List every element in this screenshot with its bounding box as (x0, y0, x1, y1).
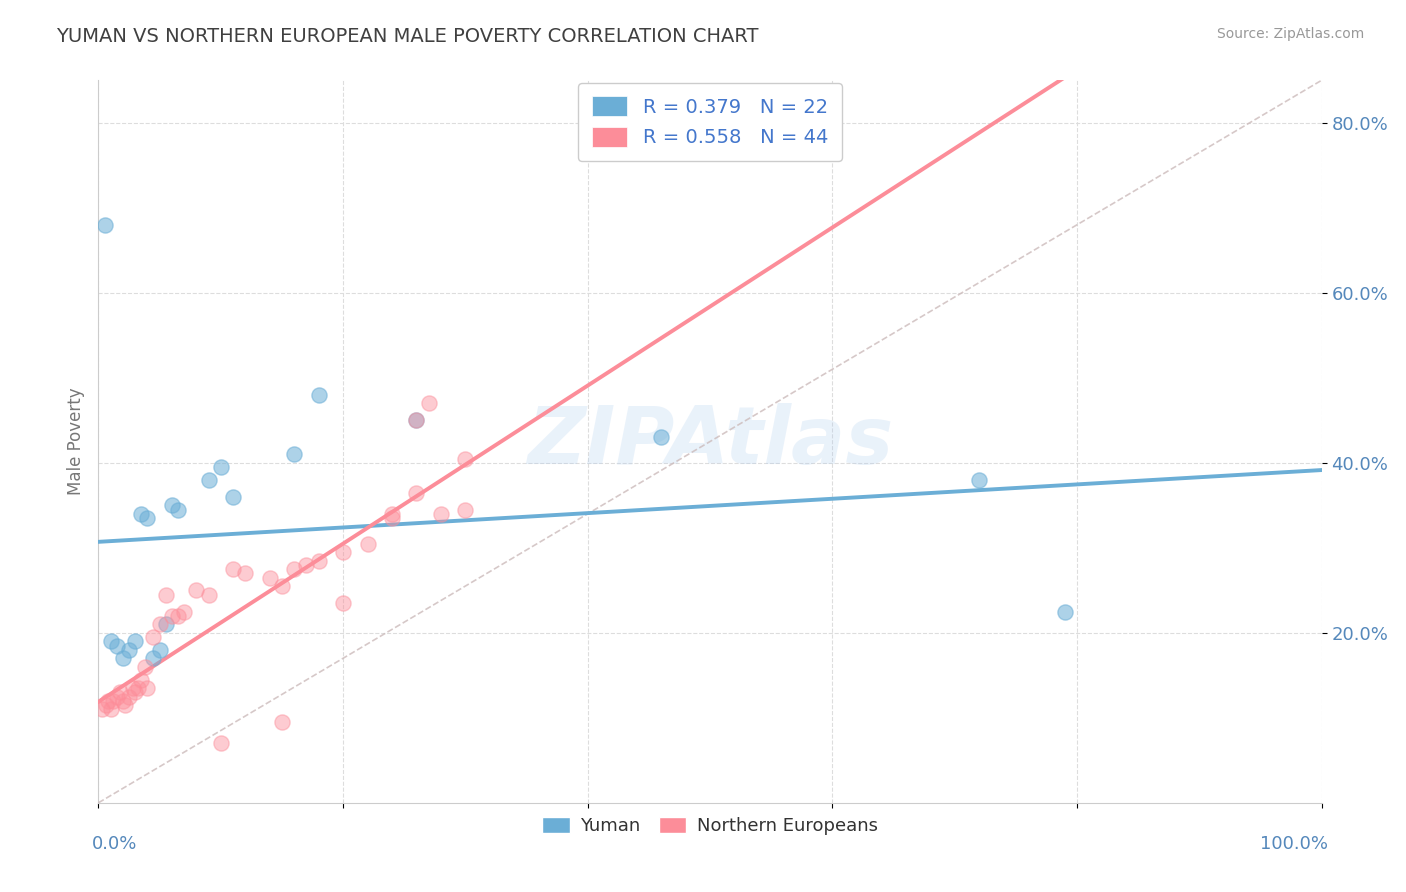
Point (111, 694, 134, 708)
Point (405, 485, 427, 500)
Point (197, 588, 219, 602)
Point (155, 588, 177, 602)
Point (110, 685, 132, 699)
Point (124, 685, 146, 699)
Point (136, 511, 159, 525)
Point (418, 396, 440, 410)
Point (94, 698, 117, 712)
Point (101, 694, 124, 708)
Point (142, 651, 165, 665)
Point (149, 617, 172, 632)
Point (111, 651, 134, 665)
Point (233, 566, 256, 581)
Text: 0.0%: 0.0% (93, 835, 138, 854)
Point (167, 608, 190, 623)
Point (295, 558, 318, 572)
Point (124, 634, 146, 648)
Point (129, 507, 152, 521)
Point (967, 473, 990, 487)
Point (160, 608, 183, 623)
Point (1053, 605, 1076, 619)
Point (308, 553, 330, 567)
Text: ZIPAtlas: ZIPAtlas (527, 402, 893, 481)
Point (118, 690, 141, 704)
Point (332, 596, 354, 610)
Point (430, 507, 453, 521)
Point (100, 702, 122, 716)
Point (209, 460, 232, 475)
Point (93, 218, 115, 232)
Text: Source: ZipAtlas.com: Source: ZipAtlas.com (1216, 27, 1364, 41)
Point (405, 413, 427, 427)
Point (381, 511, 404, 525)
Point (129, 673, 152, 687)
Point (100, 634, 122, 648)
Point (197, 473, 219, 487)
Point (127, 681, 149, 695)
Point (118, 642, 141, 657)
Point (650, 430, 672, 444)
Point (381, 507, 404, 521)
Point (97, 694, 120, 708)
Point (405, 413, 427, 427)
Point (356, 536, 378, 550)
Point (283, 447, 305, 461)
Point (308, 388, 330, 402)
Point (283, 562, 305, 576)
Legend: Yuman, Northern Europeans: Yuman, Northern Europeans (533, 808, 887, 845)
Point (173, 605, 195, 619)
Point (222, 490, 245, 504)
Y-axis label: Male Poverty: Male Poverty (66, 388, 84, 495)
Point (270, 579, 294, 593)
Point (91, 702, 114, 716)
Point (259, 570, 281, 584)
Point (270, 714, 294, 729)
Point (332, 545, 354, 559)
Point (149, 642, 172, 657)
Point (105, 639, 128, 653)
Text: 100.0%: 100.0% (1260, 835, 1327, 854)
Point (209, 736, 232, 750)
Point (222, 562, 245, 576)
Point (160, 498, 183, 512)
Point (454, 451, 477, 466)
Point (136, 681, 159, 695)
Point (155, 617, 177, 632)
Point (142, 630, 165, 644)
Point (134, 660, 156, 674)
Point (186, 583, 208, 598)
Point (114, 698, 136, 712)
Point (454, 502, 477, 516)
Text: YUMAN VS NORTHERN EUROPEAN MALE POVERTY CORRELATION CHART: YUMAN VS NORTHERN EUROPEAN MALE POVERTY … (56, 27, 759, 45)
Point (105, 690, 128, 704)
Point (167, 502, 190, 516)
Point (121, 681, 143, 695)
